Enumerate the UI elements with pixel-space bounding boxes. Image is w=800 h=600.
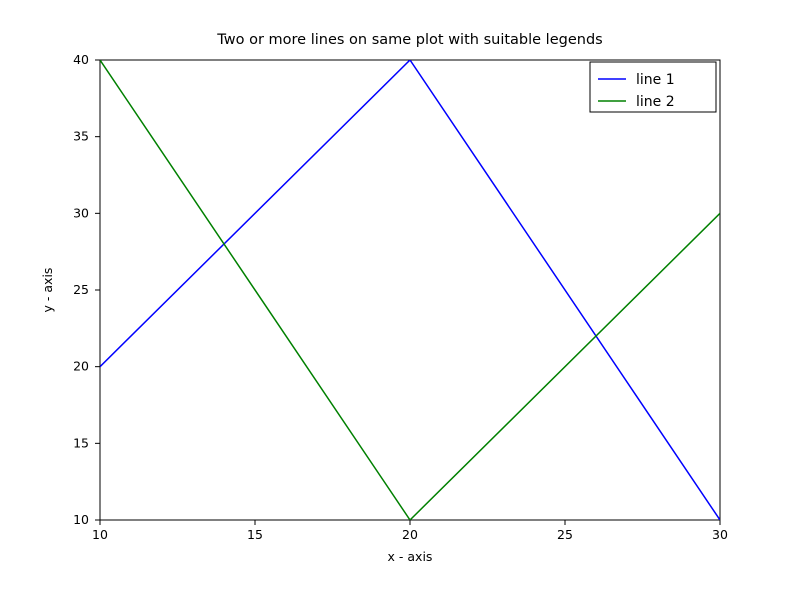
- y-tick-label: 10: [73, 512, 89, 527]
- y-tick-label: 15: [73, 435, 89, 450]
- legend-label-1: line 1: [636, 72, 675, 88]
- y-tick-label: 25: [73, 282, 89, 297]
- chart-container: 10 15 20 25 30 10 15 20 25 30 35 40 x - axis y - axis…: [0, 0, 800, 600]
- legend-label-2: line 2: [636, 94, 675, 110]
- y-tick-label: 20: [73, 359, 89, 374]
- x-axis-label: x - axis: [388, 549, 433, 564]
- y-axis-label: y - axis: [40, 268, 55, 313]
- plot-area: [100, 60, 720, 520]
- series-line-2: [100, 60, 720, 520]
- x-tick-label: 30: [712, 527, 728, 542]
- series-line-1: [100, 60, 720, 520]
- line-chart: 10 15 20 25 30 10 15 20 25 30 35 40 x - axis y - axis…: [0, 0, 800, 600]
- x-tick-label: 25: [557, 527, 573, 542]
- x-tick-label: 10: [92, 527, 108, 542]
- chart-title: Two or more lines on same plot with suit…: [216, 32, 602, 48]
- y-tick-label: 40: [73, 52, 89, 67]
- x-tick-label: 20: [402, 527, 418, 542]
- y-tick-label: 35: [73, 129, 89, 144]
- legend: line 1 line 2: [590, 62, 716, 112]
- y-tick-label: 30: [73, 205, 89, 220]
- x-tick-label: 15: [247, 527, 263, 542]
